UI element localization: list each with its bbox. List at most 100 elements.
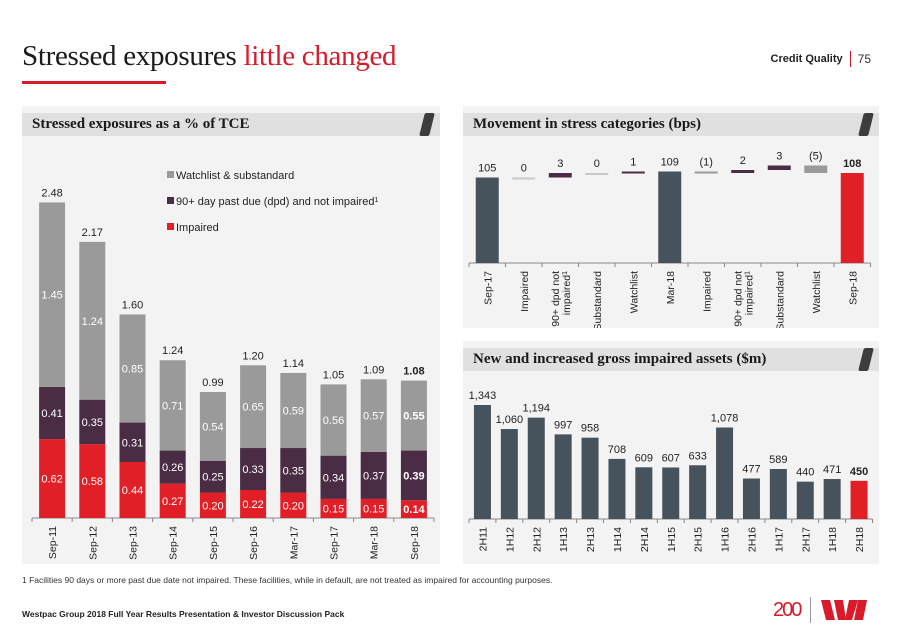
x-tick-label-line: Sep-16 <box>248 526 260 560</box>
x-tick-label: Sep-11 <box>47 526 59 559</box>
x-tick-label: Mar-18 <box>369 526 381 559</box>
title-main: Stressed exposures <box>22 40 244 72</box>
segment-label: 0.22 <box>242 499 263 511</box>
x-tick-label: 90+ dpd not impaired1 <box>550 271 573 327</box>
waterfall-bar <box>658 171 682 263</box>
bar-segment <box>280 448 307 493</box>
x-tick-label: Substandard <box>774 271 786 328</box>
segment-label: 0.54 <box>202 421 223 433</box>
x-tick-label-line: 90+ dpd not <box>732 271 744 327</box>
x-tick-label: 1H15 <box>666 527 678 552</box>
waterfall-bar <box>694 171 718 174</box>
bar-segment <box>280 372 307 449</box>
bar-segment <box>320 498 347 518</box>
x-tick-label: Mar-17 <box>288 526 300 559</box>
x-tick-label: Sep-14 <box>168 526 180 560</box>
x-tick-label: Sep-13 <box>128 526 140 560</box>
segment-label: 0.56 <box>323 415 344 427</box>
segment-label: 0.71 <box>162 400 183 412</box>
bar-segment <box>119 314 146 423</box>
waterfall-bar <box>804 165 828 173</box>
segment-label: 0.20 <box>283 500 304 512</box>
x-tick-label: Mar-18 <box>665 271 677 304</box>
x-tick-label: Impaired <box>519 271 531 312</box>
total-label: 2.48 <box>41 187 62 199</box>
bar-segment <box>119 422 146 463</box>
bar-segment <box>119 462 146 518</box>
x-tick-label: 1H16 <box>720 527 732 552</box>
segment-label: 0.34 <box>323 472 344 484</box>
x-tick-label: Sep-18 <box>409 526 421 560</box>
bar <box>716 427 734 519</box>
x-tick-label-line: Sep-18 <box>847 271 859 305</box>
legend-swatch <box>167 197 174 204</box>
segment-label: 0.26 <box>162 462 183 474</box>
bar <box>823 479 841 519</box>
bar-segment <box>280 492 307 518</box>
x-tick-label: Sep-17 <box>482 271 494 305</box>
segment-label: 0.37 <box>363 470 384 482</box>
panel-title: Stressed exposures as a % of TCE <box>32 116 250 132</box>
segment-label: 0.59 <box>283 405 304 417</box>
x-tick-label: 1H18 <box>827 527 839 552</box>
x-tick-label-line: 90+ dpd not <box>550 271 562 327</box>
x-tick-label-line: Mar-17 <box>288 526 300 559</box>
logo-200: 200 <box>773 598 802 621</box>
value-label: 440 <box>796 467 814 479</box>
value-label: 105 <box>478 163 496 175</box>
x-tick-label: Sep-18 <box>847 271 859 305</box>
x-tick-label-line: Impaired <box>519 271 531 312</box>
bar-segment <box>240 365 267 449</box>
waterfall-bar <box>731 170 755 173</box>
bar <box>473 405 491 519</box>
x-tick-label-line: 1H18 <box>827 527 839 552</box>
segment-label: 0.57 <box>363 411 384 423</box>
bar-segment <box>360 379 387 452</box>
segment-label: 1.24 <box>82 316 103 328</box>
x-tick-label: 2H13 <box>585 527 597 552</box>
segment-label: 0.65 <box>242 402 263 414</box>
segment-label: 0.15 <box>323 503 344 515</box>
total-label: 1.05 <box>323 369 344 381</box>
value-label: 1,060 <box>496 414 524 426</box>
bar-segment <box>159 483 186 518</box>
x-tick-label-line: Mar-18 <box>665 271 677 304</box>
section-name: Credit Quality <box>770 53 843 65</box>
value-label: 0 <box>521 163 527 175</box>
segment-label: 0.20 <box>202 500 223 512</box>
value-label: 2 <box>740 155 746 167</box>
bar-segment <box>39 202 66 387</box>
x-tick-label-line: 2H11 <box>477 527 489 551</box>
legend-swatch <box>167 223 174 230</box>
segment-label: 0.25 <box>202 472 223 484</box>
x-tick-label: Sep-12 <box>87 526 99 560</box>
x-tick-label: Sep-16 <box>248 526 260 560</box>
bar-segment <box>39 386 66 440</box>
x-tick-label: 2H15 <box>693 527 705 552</box>
x-tick-label: Watchlist <box>811 271 823 313</box>
total-label: 1.24 <box>162 345 183 357</box>
x-tick-label-line: Sep-11 <box>47 526 59 559</box>
value-label: 633 <box>688 450 706 462</box>
value-label: 109 <box>661 157 679 169</box>
x-tick-label: Substandard <box>592 271 604 328</box>
bar <box>554 434 572 519</box>
x-tick-label: Sep-17 <box>329 526 341 560</box>
bar <box>581 437 599 519</box>
x-tick-label-line: Substandard <box>774 271 786 328</box>
bar <box>769 469 787 519</box>
bar-segment <box>360 451 387 499</box>
x-tick-label-line: Impaired <box>701 271 713 312</box>
bar-segment <box>320 455 347 499</box>
value-label: (5) <box>809 151 822 163</box>
total-label: 0.99 <box>202 377 223 389</box>
bar-segment <box>39 439 66 518</box>
x-tick-label-line: Sep-12 <box>87 526 99 560</box>
segment-label: 0.31 <box>122 437 143 449</box>
x-tick-label: Sep-15 <box>208 526 220 560</box>
value-label: 607 <box>662 452 680 464</box>
value-label: 1,194 <box>522 403 550 415</box>
bar-segment <box>159 450 186 484</box>
stressed-exposures-panel: Stressed exposures as a % of TCE 0.62 0.4… <box>22 106 440 564</box>
